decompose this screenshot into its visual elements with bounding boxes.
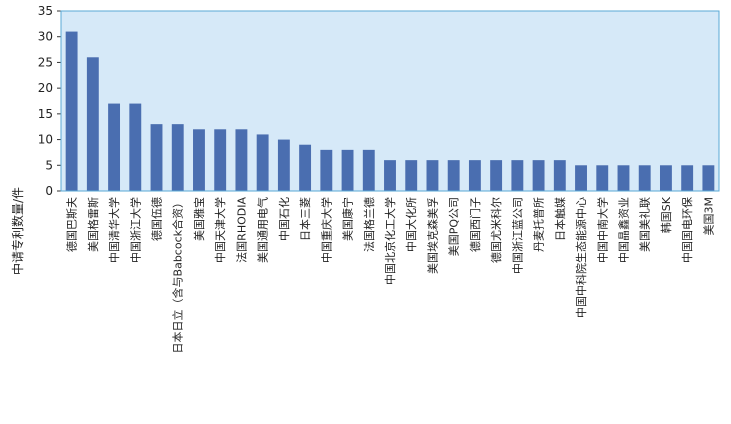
y-tick-label: 0 <box>45 184 53 198</box>
bar <box>426 160 439 191</box>
bar <box>65 31 78 192</box>
bar <box>681 165 694 191</box>
y-tick-label: 20 <box>38 81 53 95</box>
y-tick-label: 35 <box>38 4 53 18</box>
x-category-label: 中国浙江大学 <box>128 197 142 263</box>
x-category-label: 日本三菱 <box>298 197 312 241</box>
x-category-label: 中国晶鑫资业 <box>616 197 630 263</box>
bar <box>659 165 672 191</box>
x-category-label: 中国中科院生态能源中心 <box>574 197 588 318</box>
y-tick-label: 30 <box>38 30 53 44</box>
x-category-label: 中国重庆大学 <box>319 197 333 263</box>
bar <box>256 134 269 191</box>
bar <box>511 160 524 191</box>
bar <box>299 144 312 191</box>
bar <box>575 165 587 191</box>
x-category-label: 美国3M <box>702 197 715 236</box>
x-category-label: 美国格雷斯 <box>86 197 100 252</box>
x-category-label: 中国清华大学 <box>107 197 121 263</box>
bar <box>447 160 460 191</box>
x-category-label: 日本日立（含与Babcock合资） <box>171 197 185 353</box>
x-category-label: 法国RHODIA <box>234 197 248 263</box>
y-axis: 0 5 10 15 20 25 30 35 <box>38 4 61 198</box>
bar <box>596 165 609 191</box>
bar <box>235 129 248 191</box>
bar <box>532 160 545 191</box>
x-category-label: 中国浙江蓝公司 <box>511 197 524 274</box>
x-axis-labels: 德国巴斯夫 美国格雷斯 中国清华大学 中国浙江大学 德国伍德 日本日立（含与Babcock… <box>65 196 716 353</box>
bar <box>362 149 375 191</box>
bar <box>405 160 418 191</box>
bar <box>384 160 396 191</box>
x-category-label: 中国国电环保 <box>680 197 694 263</box>
bars <box>65 31 715 192</box>
plot-frame <box>60 10 720 192</box>
y-tick-label: 10 <box>38 133 53 147</box>
bar <box>150 124 163 191</box>
x-category-label: 美国康宁 <box>341 197 355 241</box>
bar <box>617 165 630 191</box>
y-tick-label: 25 <box>38 55 53 69</box>
x-category-label: 美国美礼联 <box>638 197 652 252</box>
x-category-label: 美国通用电气 <box>256 197 270 263</box>
bar <box>108 103 121 191</box>
bar <box>638 165 651 191</box>
x-category-label: 美国雅宝 <box>192 197 206 241</box>
x-category-label: 中国北京化工大学 <box>383 197 397 285</box>
y-tick-label: 5 <box>45 158 53 172</box>
x-category-label: 中国石化 <box>277 197 291 241</box>
bar <box>86 57 99 192</box>
bar <box>171 124 184 191</box>
x-category-label: 中国大化所 <box>404 197 418 252</box>
bar <box>468 160 481 191</box>
y-tick-label: 15 <box>38 107 53 121</box>
x-category-label: 法国格兰德 <box>362 197 376 252</box>
x-category-label: 韩国SK <box>659 196 673 233</box>
x-category-label: 德国尤米科尔 <box>489 197 503 263</box>
bar <box>702 165 715 191</box>
x-category-label: 美国PQ公司 <box>448 197 461 256</box>
x-category-label: 日本触媒 <box>553 197 567 241</box>
x-category-label: 德国伍德 <box>150 197 164 241</box>
x-category-label: 中国天津大学 <box>213 197 227 263</box>
bar <box>320 149 333 191</box>
bar <box>193 129 205 191</box>
bar <box>129 103 142 191</box>
x-category-label: 德国西门子 <box>468 197 482 252</box>
x-category-label: 美国埃克森美孚 <box>425 197 439 274</box>
x-category-label: 中国中南大学 <box>595 197 609 263</box>
bar <box>341 149 354 191</box>
bar <box>214 129 227 191</box>
x-category-label: 德国巴斯夫 <box>65 197 79 252</box>
bar <box>553 160 566 191</box>
x-category-label: 丹麦托普所 <box>532 197 546 252</box>
bar <box>277 139 290 191</box>
bar <box>490 160 503 191</box>
y-axis-label: 中请专利数量/件 <box>10 187 25 275</box>
